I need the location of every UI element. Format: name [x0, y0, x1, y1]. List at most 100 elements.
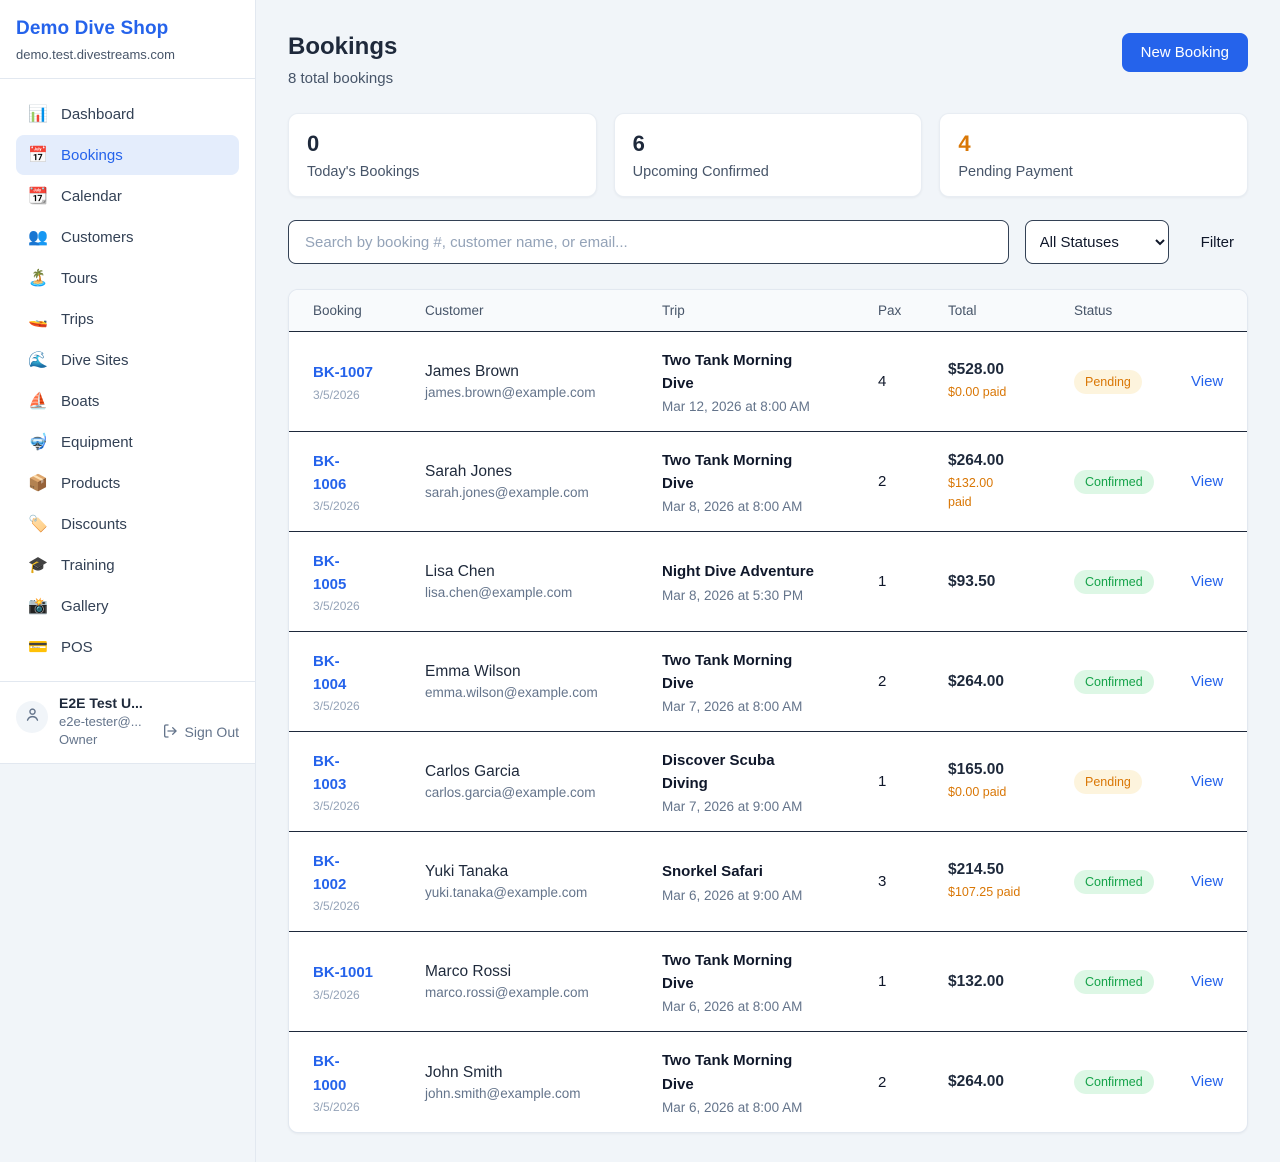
sailboat-icon: ⛵: [28, 393, 48, 410]
view-link[interactable]: View: [1191, 1073, 1224, 1090]
sidebar-header: Demo Dive Shop demo.test.divestreams.com: [0, 0, 255, 79]
total-amount: $165.00: [948, 761, 1005, 779]
stat-value: 6: [632, 131, 645, 156]
total-amount: $93.50: [948, 572, 996, 590]
stat-card-todays-bookings: 0 Today's Bookings: [288, 113, 597, 197]
trip-datetime: Mar 7, 2026 at 9:00 AM: [662, 799, 803, 815]
status-badge: Confirmed: [1074, 969, 1154, 994]
sidebar-item-bookings[interactable]: 📅 Bookings: [16, 135, 239, 175]
customer-email: yuki.tanaka@example.com: [425, 885, 588, 900]
sign-out-button[interactable]: Sign Out: [162, 717, 239, 747]
view-link[interactable]: View: [1191, 372, 1224, 390]
booking-date: 3/5/2026: [313, 387, 360, 402]
sidebar-item-gallery[interactable]: 📸 Gallery: [28, 597, 109, 616]
sidebar-item-tours[interactable]: 🏝️ Tours: [28, 269, 98, 288]
sidebar-item-dashboard[interactable]: 📊 Dashboard: [28, 105, 135, 124]
booking-date: 3/5/2026: [313, 1099, 360, 1114]
search-input[interactable]: [288, 220, 1009, 264]
new-booking-button[interactable]: New Booking: [1121, 33, 1248, 72]
sidebar-item-equipment[interactable]: 🤿 Equipment: [28, 433, 133, 452]
user-name: E2E Test U...: [59, 695, 143, 711]
booking-id-link[interactable]: BK-1001: [313, 964, 374, 982]
customer-name: Yuki Tanaka: [425, 863, 509, 880]
paid-amount: $0.00 paid: [948, 785, 1007, 800]
table-row: BK-1007 3/5/2026 James Brown james.brown…: [289, 332, 1247, 432]
view-link[interactable]: View: [1191, 672, 1224, 690]
trip-name: Two Tank Morning Dive: [662, 451, 793, 492]
column-header-booking: Booking: [313, 303, 362, 318]
calendar-icon: 📅: [28, 147, 48, 164]
booking-id-link[interactable]: BK- 1004: [313, 652, 347, 693]
sidebar-item-customers[interactable]: 👥 Customers: [28, 228, 134, 247]
total-amount: $264.00: [948, 451, 1005, 469]
customer-email: lisa.chen@example.com: [425, 585, 573, 600]
total-amount: $132.00: [948, 972, 1005, 990]
filter-button[interactable]: Filter: [1201, 226, 1234, 259]
diving-mask-icon: 🤿: [28, 434, 48, 451]
paid-amount: $132.00 paid: [948, 475, 994, 509]
trip-datetime: Mar 8, 2026 at 8:00 AM: [662, 499, 803, 515]
column-header-pax: Pax: [878, 303, 902, 318]
table-row: BK- 1002 3/5/2026 Yuki Tanaka yuki.tanak…: [289, 832, 1247, 932]
sidebar-item-products[interactable]: 📦 Products: [28, 474, 121, 493]
customer-email: carlos.garcia@example.com: [425, 785, 596, 800]
sidebar-item-boats[interactable]: ⛵ Boats: [28, 392, 100, 411]
sidebar-item-pos[interactable]: 💳 POS: [28, 638, 93, 657]
avatar: [16, 701, 48, 733]
sidebar-item-discounts[interactable]: 🏷️ Discounts: [28, 515, 127, 534]
customer-name: James Brown: [425, 363, 519, 380]
stat-value: 0: [307, 131, 320, 156]
booking-id-link[interactable]: BK- 1000: [313, 1053, 347, 1094]
people-icon: 👥: [28, 229, 48, 246]
booking-id-link[interactable]: BK- 1005: [313, 552, 347, 593]
status-badge: Pending: [1074, 369, 1142, 394]
column-header-trip: Trip: [662, 303, 685, 318]
user-role: Owner: [59, 732, 98, 747]
stat-value: 4: [958, 131, 971, 156]
bookings-table: Booking Customer Trip Pax Total Status B…: [288, 289, 1248, 1133]
table-row: BK- 1004 3/5/2026 Emma Wilson emma.wilso…: [289, 632, 1247, 732]
credit-card-icon: 💳: [28, 639, 48, 656]
booking-id-link[interactable]: BK- 1003: [313, 752, 347, 793]
customer-name: Emma Wilson: [425, 663, 521, 680]
pax-count: 2: [878, 473, 887, 490]
booking-id-link[interactable]: BK- 1002: [313, 852, 347, 893]
label-tag-icon: 🏷️: [28, 516, 48, 533]
user-email: e2e-tester@...: [59, 714, 142, 729]
status-badge: Confirmed: [1074, 1070, 1154, 1094]
booking-id-link[interactable]: BK- 1006: [313, 452, 347, 493]
speedboat-icon: 🚤: [28, 311, 48, 328]
stat-card-pending-payment: 4 Pending Payment: [939, 113, 1249, 197]
view-link[interactable]: View: [1191, 572, 1224, 590]
status-badge: Pending: [1074, 769, 1142, 794]
paid-amount: $0.00 paid: [948, 385, 1007, 400]
sidebar-item-dive-sites[interactable]: 🌊 Dive Sites: [28, 351, 129, 370]
sidebar-item-training[interactable]: 🎓 Training: [28, 556, 115, 575]
total-amount: $264.00: [948, 1073, 1005, 1090]
customer-email: james.brown@example.com: [425, 385, 596, 400]
camera-icon: 📸: [28, 598, 48, 615]
view-link[interactable]: View: [1191, 472, 1224, 490]
booking-date: 3/5/2026: [313, 699, 360, 714]
view-link[interactable]: View: [1191, 972, 1224, 990]
view-link[interactable]: View: [1191, 772, 1224, 790]
customer-email: marco.rossi@example.com: [425, 985, 589, 1000]
view-link[interactable]: View: [1191, 872, 1224, 890]
pax-count: 2: [878, 1073, 887, 1091]
booking-id-link[interactable]: BK-1007: [313, 364, 374, 382]
booking-date: 3/5/2026: [313, 499, 360, 514]
customer-email: john.smith@example.com: [425, 1085, 581, 1101]
pax-count: 2: [878, 673, 887, 690]
main-content: Bookings 8 total bookings New Booking 0 …: [256, 0, 1280, 1133]
status-filter-select[interactable]: All Statuses: [1024, 220, 1169, 264]
customer-name: John Smith: [425, 1063, 503, 1081]
booking-date: 3/5/2026: [313, 799, 360, 814]
shop-title: Demo Dive Shop: [16, 18, 169, 39]
sidebar-item-calendar[interactable]: 📆 Calendar: [28, 187, 122, 206]
table-row: BK-1001 3/5/2026 Marco Rossi marco.rossi…: [289, 932, 1247, 1032]
customer-name: Sarah Jones: [425, 463, 513, 480]
sidebar-item-trips[interactable]: 🚤 Trips: [28, 310, 94, 329]
trip-datetime: Mar 7, 2026 at 8:00 AM: [662, 699, 803, 715]
stat-label: Pending Payment: [958, 164, 1073, 180]
booking-date: 3/5/2026: [313, 599, 360, 614]
